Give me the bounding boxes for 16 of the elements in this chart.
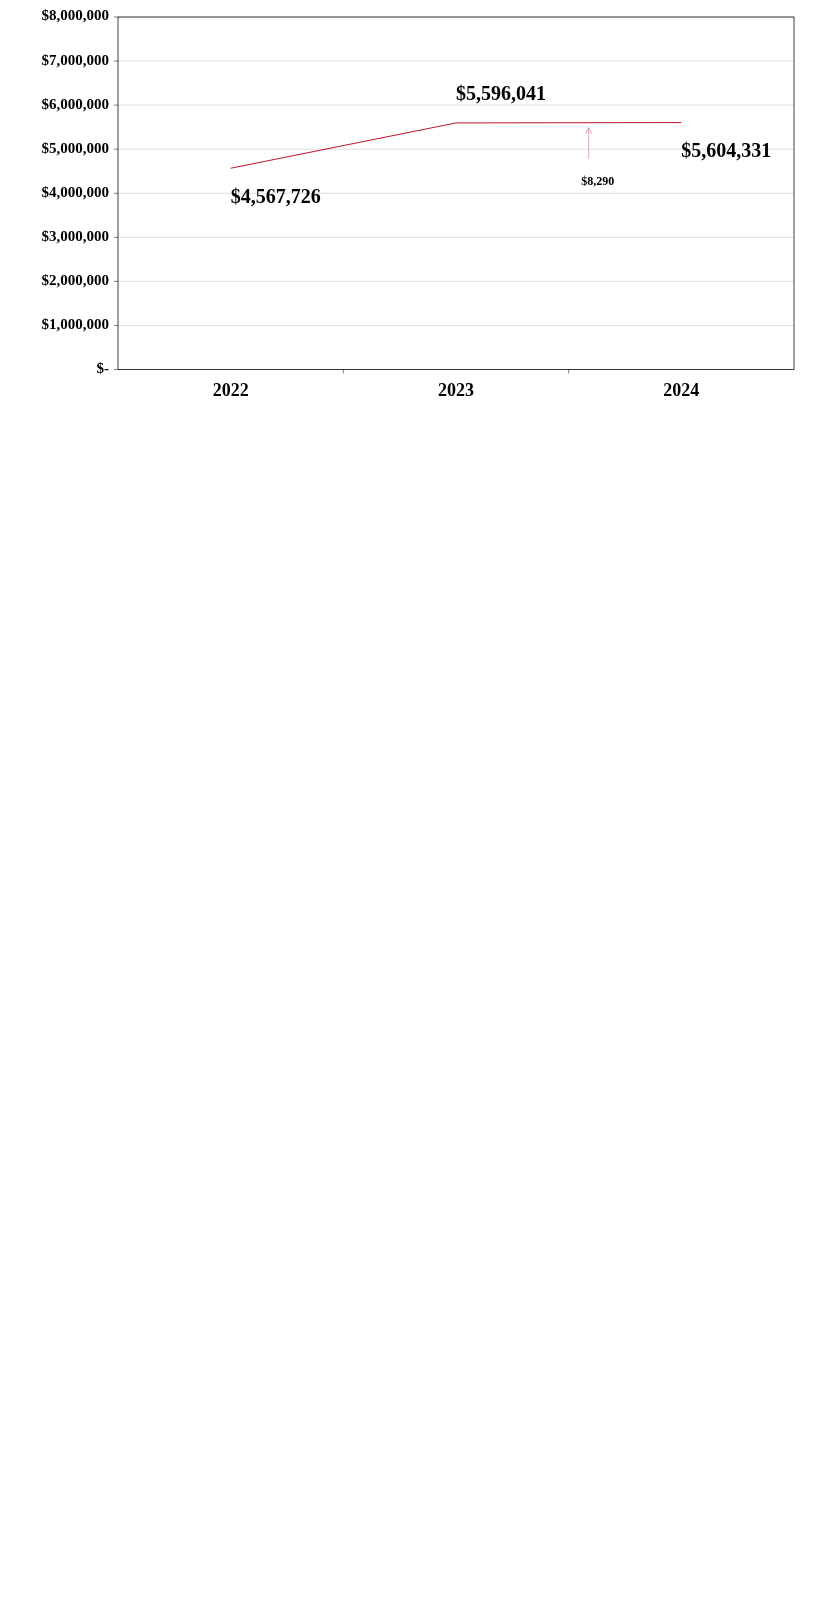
- y-tick-label: $2,000,000: [41, 271, 109, 288]
- y-tick-label: $8,000,000: [41, 7, 109, 24]
- y-tick-label: $7,000,000: [41, 51, 109, 68]
- annotation: $8,290: [581, 174, 615, 189]
- y-tick-label: $-: [96, 359, 109, 376]
- data-label: $4,567,726: [230, 184, 321, 207]
- data-label: $5,604,331: [681, 139, 772, 162]
- data-label: $5,596,041: [456, 82, 546, 105]
- y-tick-label: $5,000,000: [41, 139, 109, 156]
- x-tick-label: 2022: [212, 380, 249, 401]
- y-tick-label: $4,000,000: [41, 183, 109, 200]
- y-tick-label: $6,000,000: [41, 95, 109, 112]
- y-tick-label: $1,000,000: [41, 315, 109, 332]
- x-tick-label: 2023: [438, 380, 474, 401]
- y-tick-label: $3,000,000: [41, 227, 109, 244]
- x-tick-label: 2024: [663, 380, 700, 401]
